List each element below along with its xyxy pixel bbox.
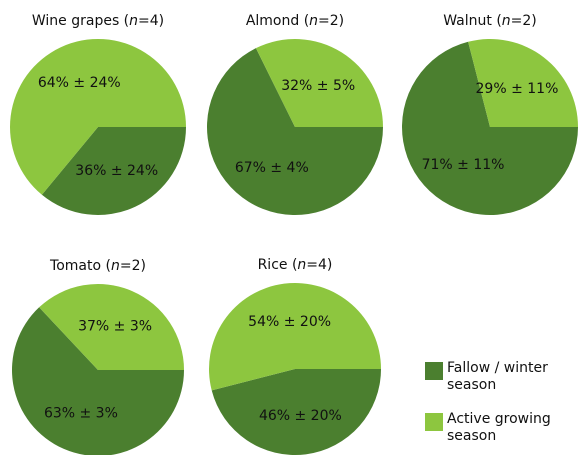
pie-title: Rice (n=4) [258, 257, 333, 273]
pie-slice [208, 283, 381, 391]
slice-label: 32% ± 5% [281, 78, 355, 94]
slice-label: 29% ± 11% [476, 81, 559, 97]
pie-slice [468, 39, 578, 128]
slice-label: 37% ± 3% [78, 319, 152, 335]
legend-label: Fallow / winter season [447, 360, 548, 393]
pie-slice [12, 307, 184, 455]
slice-label: 36% ± 24% [75, 163, 158, 179]
pie-title: Walnut (n=2) [443, 13, 537, 29]
pie-slice [10, 39, 187, 195]
slice-label: 63% ± 3% [44, 405, 118, 421]
slice-label: 54% ± 20% [248, 314, 331, 330]
slice-label: 67% ± 4% [235, 160, 309, 176]
pie-slice [39, 284, 184, 370]
legend-label: Active growing season [447, 411, 551, 444]
pie-slice [207, 48, 383, 216]
slice-label: 64% ± 24% [38, 75, 121, 91]
legend-swatch [425, 413, 443, 431]
pie-title: Wine grapes (n=4) [32, 13, 164, 29]
pie-slice [402, 41, 578, 216]
pie-slice [211, 369, 381, 455]
legend-swatch [425, 362, 443, 380]
slice-label: 71% ± 11% [422, 157, 505, 173]
pie-title: Tomato (n=2) [49, 258, 146, 274]
pie-title: Almond (n=2) [246, 13, 344, 29]
pie-slice [255, 39, 383, 128]
slice-label: 46% ± 20% [259, 408, 342, 424]
pie-slice [41, 127, 186, 216]
